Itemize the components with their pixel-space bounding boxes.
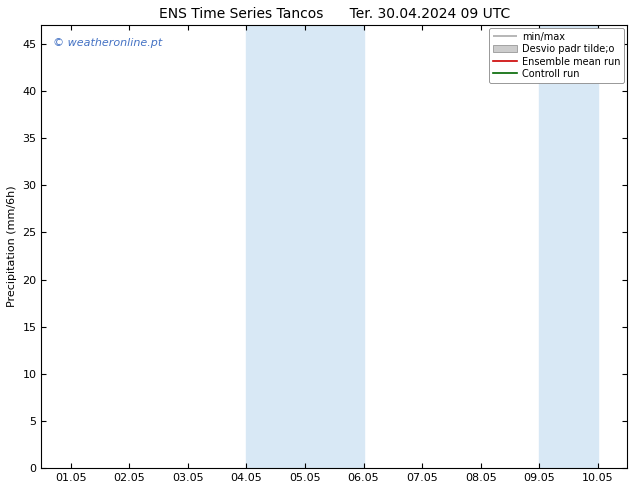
Y-axis label: Precipitation (mm/6h): Precipitation (mm/6h) [7, 186, 17, 307]
Title: ENS Time Series Tancos      Ter. 30.04.2024 09 UTC: ENS Time Series Tancos Ter. 30.04.2024 0… [158, 7, 510, 21]
Legend: min/max, Desvio padr tilde;o, Ensemble mean run, Controll run: min/max, Desvio padr tilde;o, Ensemble m… [489, 28, 624, 83]
Bar [540, 25, 598, 468]
Bar [305, 25, 363, 468]
Text: © weatheronline.pt: © weatheronline.pt [53, 38, 162, 48]
Bar [247, 25, 305, 468]
